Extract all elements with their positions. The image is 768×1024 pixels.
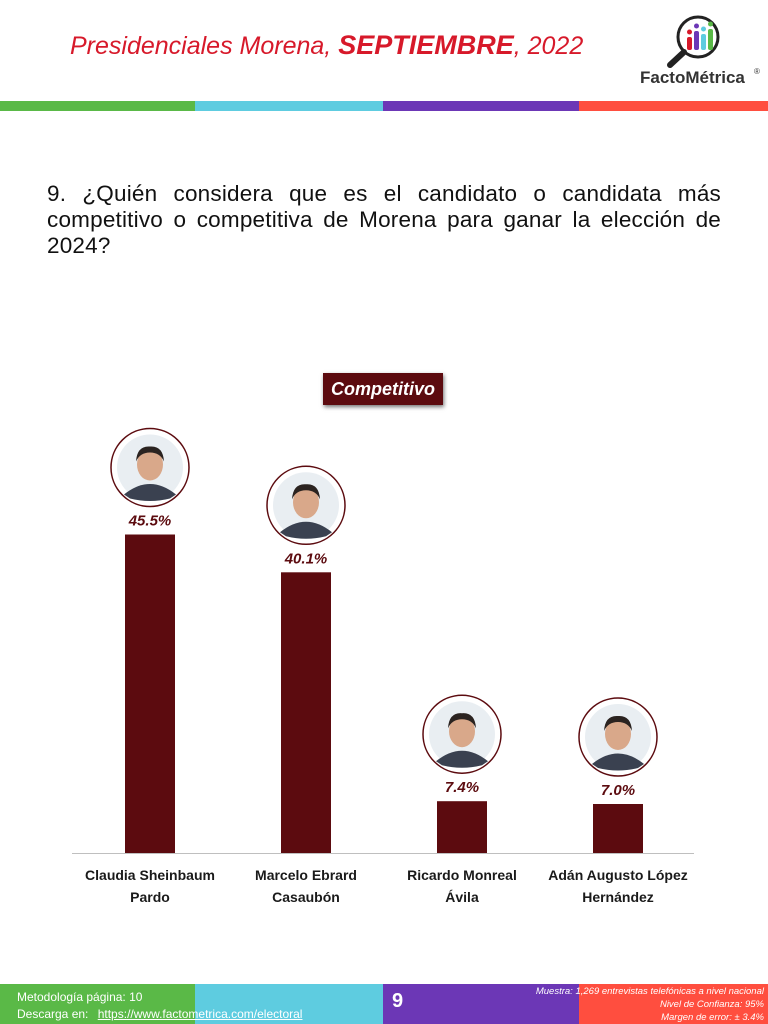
photo-hair [292,484,320,500]
candidate-photo [110,427,190,508]
photo-hair [604,715,632,731]
brand-name: FactoMétrica [640,68,745,87]
stripe-green [0,101,195,111]
photo-hair [448,713,476,729]
sample-note: Muestra: 1,269 entrevistas telefónicas a… [535,986,764,997]
candidate-photo [266,465,346,546]
methodology-note: Metodología página: 10 [17,990,143,1004]
bar [593,804,643,853]
data-label: 45.5% [128,513,172,530]
category-label-line2: Casaubón [272,889,340,905]
bar [125,534,175,853]
category-label-line1: Adán Augusto López [548,867,688,883]
magnifier-chart-icon [667,15,720,68]
factometrica-logo: FactoMétrica ® [636,12,762,92]
category-label: Ricardo Monreal Ávila [382,864,542,908]
registered-mark: ® [754,67,760,76]
download-link[interactable]: https://www.factometrica.com/electoral [97,1007,303,1021]
page-title: Presidenciales Morena, SEPTIEMBRE, 2022 [70,30,583,61]
photo-shoulders [280,521,332,539]
category-label-line2: Hernández [582,889,654,905]
data-label: 40.1% [284,550,328,567]
photo-face [449,715,475,748]
stripe-red [579,101,768,111]
category-label: Adán Augusto López Hernández [538,864,698,908]
bar [437,801,487,853]
photo-face [137,448,163,481]
category-label: Marcelo Ebrard Casaubón [226,864,386,908]
category-label-line1: Marcelo Ebrard [255,867,357,883]
confidence-note: Nivel de Confianza: 95% [659,999,764,1010]
stripe-purple [383,101,579,111]
photo-face [293,486,319,519]
category-label-line1: Ricardo Monreal [407,867,517,883]
candidate-photo [578,697,658,777]
category-label-line1: Claudia Sheinbaum [85,867,215,883]
photo-shoulders [436,750,488,768]
series-legend-badge: Competitivo [323,373,443,405]
photo-shoulders [592,753,644,771]
candidate-photo [422,694,502,774]
title-prefix: Presidenciales Morena, [70,32,332,60]
bar [281,572,331,853]
question-text: 9. ¿Quién considera que es el candidato … [47,181,721,258]
category-label-line2: Ávila [445,889,479,905]
photo-hair [136,446,164,462]
download-label: Descarga en: [17,1007,89,1021]
data-label: 7.4% [445,779,479,796]
data-label: 7.0% [601,782,635,799]
footer-green-block [0,984,195,1024]
page-number: 9 [392,990,404,1012]
margin-note: Margen de error: ± 3.4% [661,1012,764,1023]
stripe-cyan [195,101,383,111]
category-label-line2: Pardo [130,889,170,905]
title-month: SEPTIEMBRE [338,30,514,60]
photo-shoulders [124,484,176,501]
footer-red-block [579,984,768,1024]
photo-face [605,718,631,750]
footer-cyan-block [195,984,383,1024]
footer-purple-block [383,984,579,1024]
category-label: Claudia Sheinbaum Pardo [70,864,230,908]
download-note: Descarga en: https://www.factometrica.co… [17,1007,302,1021]
title-suffix: , 2022 [513,32,584,60]
